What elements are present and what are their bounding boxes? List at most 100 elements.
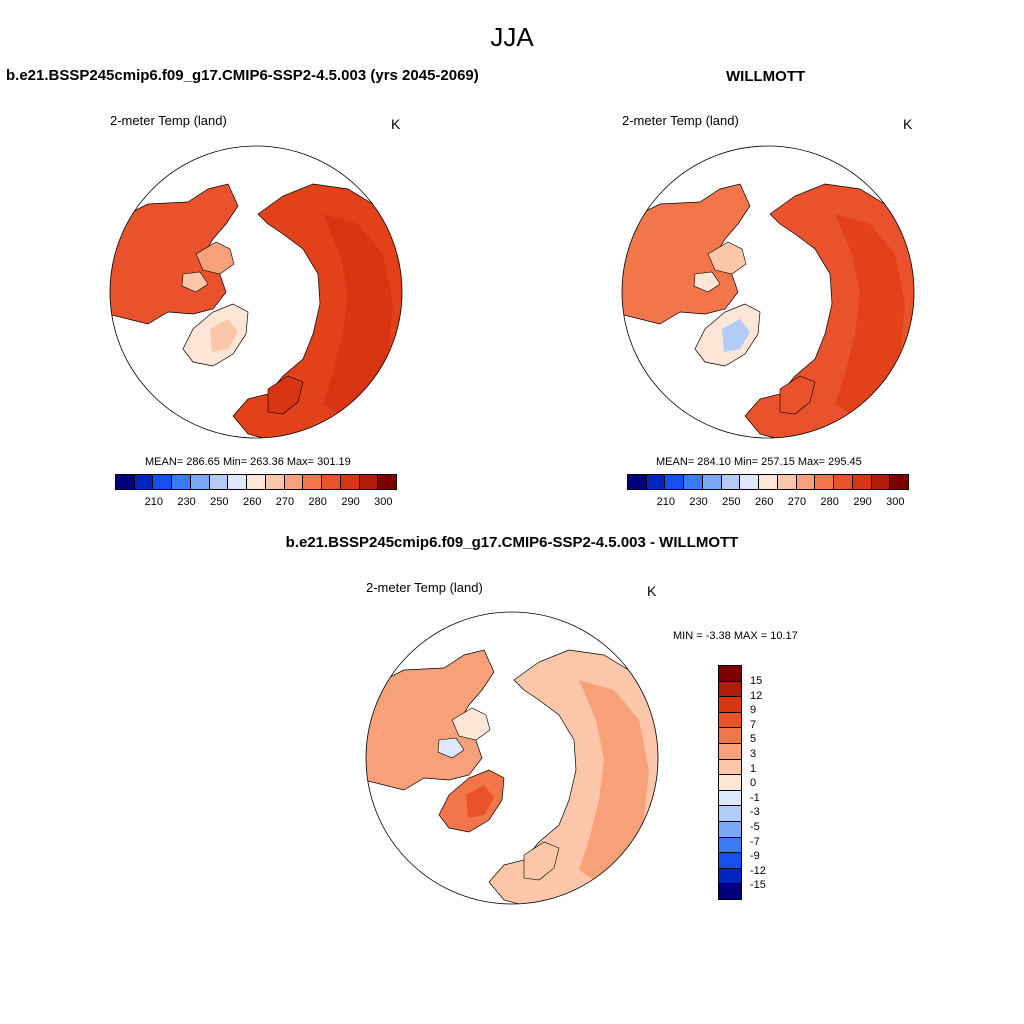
colorbar-tick-label: 3 xyxy=(750,748,757,760)
colorbar-swatch xyxy=(303,475,323,489)
colorbar-swatch xyxy=(228,475,248,489)
panel1-polar-map xyxy=(109,145,403,439)
colorbar-tick-label: 290 xyxy=(853,496,872,508)
colorbar-swatch xyxy=(719,743,741,760)
colorbar-swatch xyxy=(871,475,891,489)
panel3-scandinavia xyxy=(523,841,560,881)
colorbar-swatch xyxy=(719,790,741,807)
panel3-units: K xyxy=(647,583,657,599)
colorbar-tick-label: -1 xyxy=(750,791,760,804)
colorbar-swatch xyxy=(190,475,210,489)
panel1-eurasia-inner xyxy=(323,214,393,414)
colorbar-swatch xyxy=(719,884,741,899)
colorbar-swatch xyxy=(209,475,229,489)
panel3-colorbar-ticks: 15 12 9 7 5 3 1 0 -1 -3 -5 -7 -9 -12 -15 xyxy=(750,665,780,900)
panel1-variable-label: 2-meter Temp (land) xyxy=(110,113,227,128)
colorbar-swatch xyxy=(719,806,741,822)
panel2-colorbar-ticks: 210 230 250 260 270 280 290 300 xyxy=(627,496,909,510)
colorbar-swatch xyxy=(134,475,154,489)
panel3-polar-map xyxy=(365,611,659,905)
colorbar-swatch xyxy=(322,475,341,489)
panel1-greenland-core xyxy=(210,319,238,352)
colorbar-swatch xyxy=(247,475,266,489)
colorbar-swatch xyxy=(719,697,741,713)
colorbar-tick-label: 210 xyxy=(144,496,163,508)
colorbar-swatch xyxy=(719,821,741,838)
colorbar-swatch xyxy=(815,475,835,489)
colorbar-swatch xyxy=(719,853,741,869)
panel2-title: WILLMOTT xyxy=(726,68,806,85)
colorbar-tick-label: 250 xyxy=(210,496,229,508)
colorbar-swatch xyxy=(796,475,816,489)
colorbar-swatch xyxy=(684,475,703,489)
colorbar-swatch xyxy=(665,475,685,489)
colorbar-tick-label: 7 xyxy=(750,718,757,731)
colorbar-tick-label: 0 xyxy=(750,777,757,790)
panel1-colorbar-ticks: 210 230 250 260 270 280 290 300 xyxy=(115,496,397,510)
panel1-units: K xyxy=(391,116,401,132)
colorbar-swatch xyxy=(777,475,797,489)
colorbar-swatch xyxy=(719,728,741,744)
colorbar-swatch xyxy=(116,475,135,489)
colorbar-swatch xyxy=(719,666,741,682)
colorbar-swatch xyxy=(646,475,666,489)
colorbar-swatch xyxy=(852,475,872,489)
colorbar-tick-label: 1 xyxy=(750,762,757,775)
panel1-stats: MEAN= 286.65 Min= 263.36 Max= 301.19 xyxy=(145,456,351,468)
colorbar-swatch xyxy=(340,475,360,489)
colorbar-swatch xyxy=(719,837,741,854)
panel3-eurasia-inner xyxy=(579,680,649,880)
colorbar-tick-label: 280 xyxy=(308,496,327,508)
colorbar-swatch xyxy=(359,475,379,489)
colorbar-tick-label: -5 xyxy=(750,821,760,833)
panel2-arctic-islands xyxy=(707,241,747,275)
panel2-colorbar xyxy=(627,474,909,490)
colorbar-tick-label: 9 xyxy=(750,704,757,717)
colorbar-swatch xyxy=(172,475,191,489)
colorbar-tick-label: -7 xyxy=(750,835,760,848)
panel1-scandinavia xyxy=(267,375,304,415)
colorbar-tick-label: -15 xyxy=(750,879,766,892)
colorbar-swatch xyxy=(702,475,722,489)
colorbar-tick-label: 260 xyxy=(754,496,774,508)
colorbar-tick-label: 15 xyxy=(750,675,763,687)
panel2-stats: MEAN= 284.10 Min= 257.15 Max= 295.45 xyxy=(656,456,862,468)
panel3-arctic-islands xyxy=(451,707,491,741)
panel1-colorbar xyxy=(115,474,397,490)
panel2-arctic-islands-2 xyxy=(693,271,721,293)
panel1-arctic-islands-2 xyxy=(181,271,209,293)
colorbar-tick-label: 230 xyxy=(689,496,708,508)
panel2-greenland-core xyxy=(722,319,750,352)
panel2-units: K xyxy=(903,116,913,132)
colorbar-swatch xyxy=(719,712,741,729)
colorbar-tick-label: -3 xyxy=(750,806,760,819)
colorbar-tick-label: -12 xyxy=(750,864,766,877)
colorbar-swatch xyxy=(628,475,647,489)
colorbar-swatch xyxy=(719,681,741,698)
panel3-greenland-core xyxy=(466,785,494,818)
panel2-polar-map xyxy=(621,145,915,439)
colorbar-tick-label: 270 xyxy=(275,496,295,508)
colorbar-tick-label: 300 xyxy=(886,496,905,508)
panel1-arctic-islands xyxy=(195,241,235,275)
colorbar-swatch xyxy=(759,475,778,489)
colorbar-swatch xyxy=(834,475,853,489)
colorbar-swatch xyxy=(719,775,741,791)
panel2-eurasia-inner xyxy=(835,214,905,414)
colorbar-tick-label: 12 xyxy=(750,689,763,702)
colorbar-swatch xyxy=(378,475,397,489)
colorbar-tick-label: 300 xyxy=(374,496,393,508)
colorbar-tick-label: -9 xyxy=(750,850,760,863)
colorbar-swatch xyxy=(719,759,741,776)
colorbar-tick-label: 5 xyxy=(750,733,757,746)
panel3-stats: MIN = -3.38 MAX = 10.17 xyxy=(673,630,798,642)
panel3-colorbar xyxy=(718,665,742,900)
colorbar-swatch xyxy=(153,475,173,489)
colorbar-swatch xyxy=(719,868,741,885)
colorbar-tick-label: 250 xyxy=(722,496,741,508)
panel3-variable-label: 2-meter Temp (land) xyxy=(366,580,483,595)
colorbar-tick-label: 290 xyxy=(341,496,360,508)
panel2-variable-label: 2-meter Temp (land) xyxy=(622,113,739,128)
panel1-title: b.e21.BSSP245cmip6.f09_g17.CMIP6-SSP2-4.… xyxy=(6,67,479,84)
figure-title: JJA xyxy=(490,22,534,52)
